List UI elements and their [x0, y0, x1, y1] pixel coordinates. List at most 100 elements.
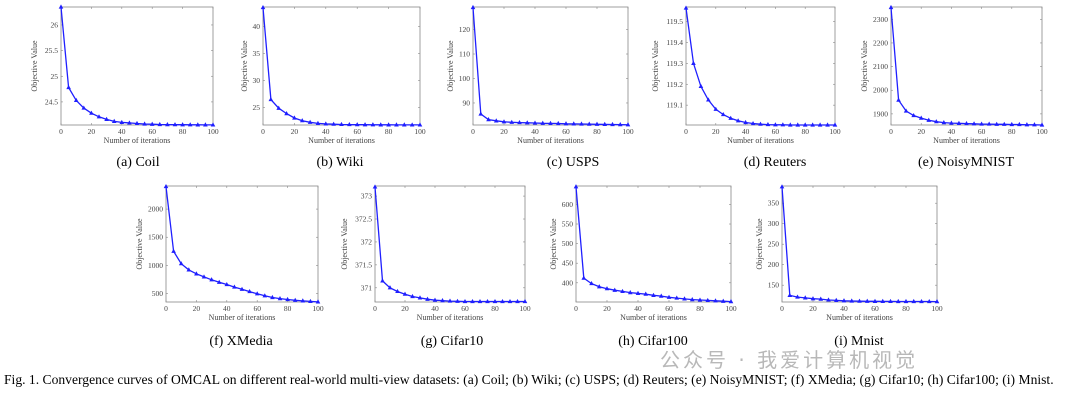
y-tick-label: 350 — [768, 199, 780, 208]
data-point-marker — [934, 119, 939, 124]
y-tick-label: 1000 — [148, 261, 163, 270]
data-point-marker — [635, 290, 641, 295]
data-point-marker — [779, 184, 785, 189]
data-point-marker — [292, 297, 298, 302]
data-point-marker — [620, 288, 625, 294]
data-point-marker — [896, 97, 901, 102]
data-point-marker — [903, 108, 909, 113]
data-point-marker — [964, 120, 969, 126]
data-point-marker — [66, 84, 71, 90]
y-tick-label: 90 — [463, 98, 471, 107]
x-axis-label: Number of iterations — [517, 136, 584, 145]
data-point-marker — [149, 121, 155, 126]
y-axis-label: Objective Value — [549, 218, 558, 270]
x-tick-label: 100 — [207, 127, 219, 136]
data-point-marker — [750, 120, 756, 126]
x-axis-label: Number of iterations — [308, 136, 375, 145]
data-point-marker — [713, 298, 718, 303]
x-tick-label: 80 — [593, 127, 601, 136]
y-axis-label: Objective Value — [135, 218, 144, 270]
x-axis-label: Number of iterations — [620, 313, 687, 322]
x-tick-label: 80 — [1008, 127, 1016, 136]
plot-frame — [685, 6, 836, 126]
data-point-marker — [1009, 121, 1015, 127]
data-point-marker — [698, 83, 704, 88]
data-point-marker — [157, 121, 163, 127]
chart-svg: 0 20 40 60 80 100 371 371.5 372 372.5 373 Number of… — [340, 184, 531, 322]
x-tick-label: 0 — [780, 304, 784, 313]
data-point-marker — [194, 271, 199, 276]
y-tick-label: 2000 — [873, 86, 888, 95]
data-point-marker — [926, 117, 932, 122]
data-point-marker — [934, 298, 940, 304]
y-tick-label: 2000 — [148, 205, 163, 214]
data-point-marker — [104, 116, 109, 121]
data-point-marker — [268, 96, 274, 102]
chart-panel: 0 20 40 60 80 100 1900 2000 2100 2200 2300 Number o… — [860, 4, 1048, 145]
data-point-marker — [58, 4, 64, 9]
data-point-marker — [362, 122, 368, 127]
data-point-marker — [864, 298, 870, 303]
chart-svg: 0 20 40 60 80 100 119.1 119.2 119.3 119.4 119.5 Num… — [651, 5, 841, 145]
x-tick-label: 100 — [414, 127, 426, 136]
data-point-marker — [89, 110, 94, 115]
x-tick-label: 100 — [622, 127, 634, 136]
data-point-marker — [517, 119, 522, 125]
y-tick-label: 25 — [51, 72, 59, 81]
watermark: 公众号 · 我爱计算机视觉 — [660, 348, 919, 372]
data-point-marker — [720, 298, 726, 303]
y-tick-label: 500 — [562, 239, 574, 248]
y-tick-label: 1900 — [873, 109, 888, 118]
x-tick-label: 100 — [312, 304, 324, 313]
x-tick-label: 80 — [902, 304, 910, 313]
x-tick-label: 0 — [164, 304, 168, 313]
plot-frame — [575, 185, 732, 303]
y-tick-label: 120 — [459, 25, 471, 34]
data-point-marker — [254, 291, 260, 296]
data-point-marker — [788, 122, 793, 127]
x-tick-label: 60 — [353, 127, 361, 136]
y-tick-label: 35 — [253, 49, 261, 58]
x-tick-label: 40 — [322, 127, 330, 136]
data-point-marker — [172, 122, 178, 127]
data-point-marker — [604, 286, 610, 291]
x-tick-label: 80 — [385, 127, 393, 136]
data-point-marker — [410, 293, 415, 299]
y-tick-label: 2100 — [873, 62, 888, 71]
data-point-marker — [300, 298, 306, 303]
y-tick-label: 372.5 — [355, 215, 372, 224]
data-point-marker — [926, 298, 932, 304]
subfigure-caption: (f) XMedia — [209, 334, 273, 349]
x-tick-label: 0 — [471, 127, 475, 136]
y-tick-label: 150 — [768, 281, 780, 290]
y-tick-label: 119.2 — [666, 80, 683, 89]
x-tick-label: 0 — [261, 127, 265, 136]
data-point-marker — [111, 118, 117, 124]
plot-frame — [890, 6, 1043, 126]
x-tick-label: 20 — [500, 127, 508, 136]
x-tick-label: 20 — [603, 304, 611, 313]
data-point-marker — [758, 121, 763, 126]
data-point-marker — [743, 119, 748, 125]
data-point-marker — [307, 119, 313, 124]
series-line — [374, 186, 525, 303]
data-point-marker — [532, 120, 538, 125]
data-point-marker — [555, 120, 561, 126]
data-point-marker — [239, 286, 245, 291]
chart-panel: 0 20 40 60 80 100 371 371.5 372 372.5 373 Number of… — [340, 184, 531, 322]
data-point-marker — [780, 122, 786, 127]
y-tick-label: 300 — [768, 219, 780, 228]
data-point-marker — [409, 122, 415, 127]
data-point-marker — [347, 121, 352, 127]
x-tick-label: 40 — [634, 304, 642, 313]
y-tick-label: 200 — [768, 260, 780, 269]
x-tick-label: 40 — [118, 127, 126, 136]
y-axis-label: Objective Value — [240, 40, 249, 92]
data-point-marker — [682, 296, 687, 301]
y-tick-label: 372 — [361, 237, 373, 246]
chart-svg: 0 20 40 60 80 100 150 200 250 300 350 Number of ite… — [755, 184, 943, 322]
subfigure-caption: (c) USPS — [546, 155, 600, 170]
plot-frame — [374, 185, 526, 303]
data-point-marker — [500, 298, 505, 304]
data-point-marker — [315, 299, 321, 304]
